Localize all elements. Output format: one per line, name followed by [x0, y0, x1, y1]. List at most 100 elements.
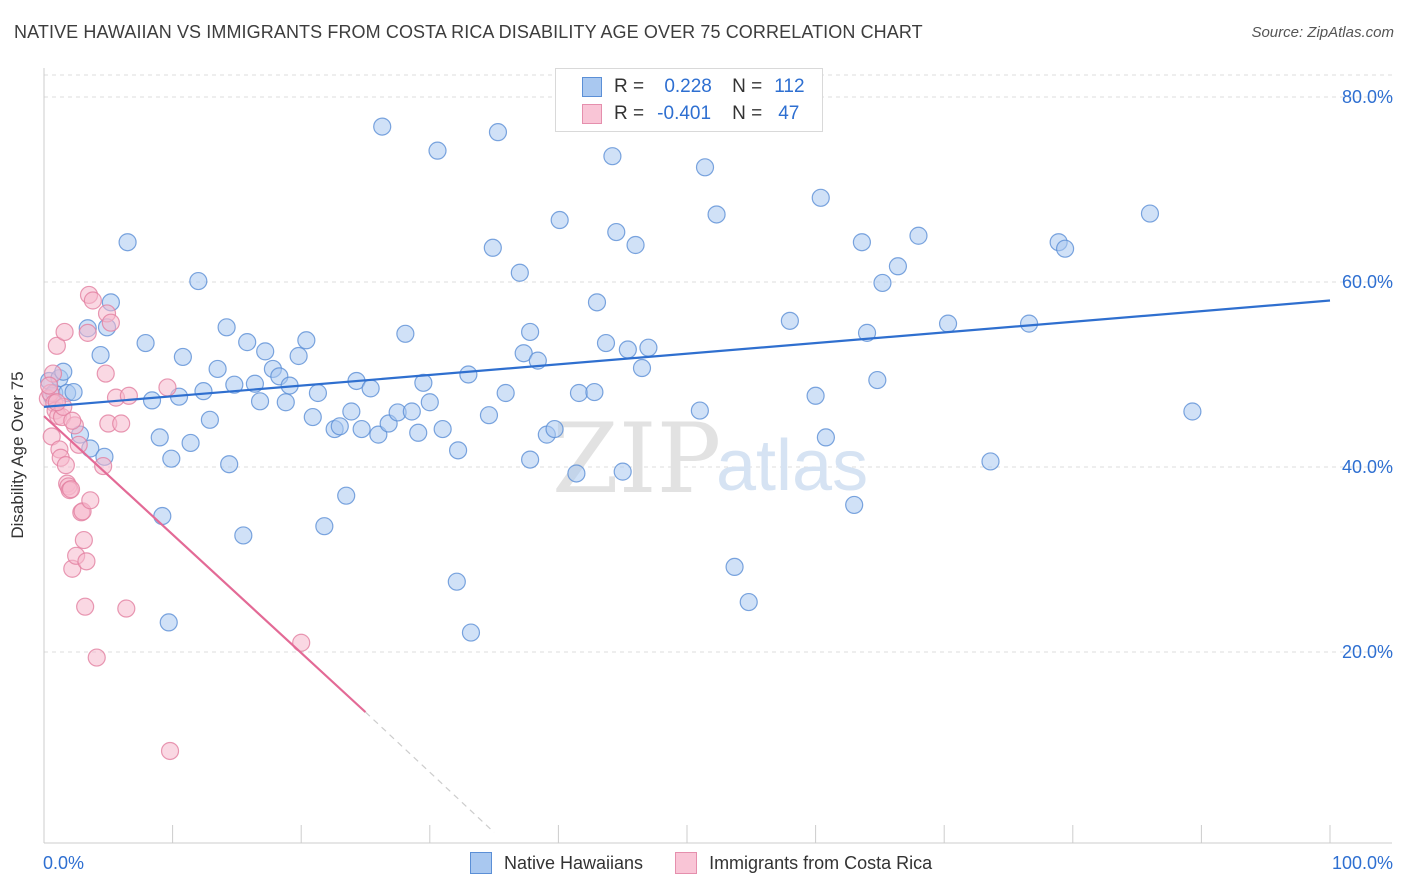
- data-point-native-hawaiian: [639, 338, 658, 357]
- data-point-native-hawaiian: [845, 495, 864, 515]
- legend-label: Immigrants from Costa Rica: [709, 852, 933, 873]
- data-point-native-hawaiian: [402, 402, 421, 421]
- data-point-native-hawaiian: [626, 235, 645, 255]
- data-point-native-hawaiian: [938, 314, 958, 333]
- data-point-native-hawaiian: [352, 419, 371, 439]
- data-point-native-hawaiian: [483, 238, 502, 257]
- data-point-native-hawaiian: [396, 324, 415, 343]
- data-point-native-hawaiian: [361, 379, 380, 398]
- legend-row-costa-rica: R = -0.401 N = 47: [582, 102, 799, 126]
- data-point-native-hawaiian: [806, 386, 825, 405]
- data-point-native-hawaiian: [414, 373, 433, 392]
- data-point-costa-rica: [292, 633, 311, 652]
- data-point-native-hawaiian: [488, 123, 508, 142]
- data-point-native-hawaiian: [479, 406, 499, 425]
- pink-swatch: [675, 852, 698, 874]
- data-point-costa-rica: [78, 323, 97, 342]
- data-point-costa-rica: [76, 597, 95, 616]
- data-point-costa-rica: [47, 336, 66, 355]
- data-point-native-hawaiian: [173, 347, 192, 367]
- x-tick-labels: 0.0% 100.0%: [43, 853, 1393, 873]
- data-point-native-hawaiian: [297, 331, 316, 350]
- data-point-native-hawaiian: [448, 441, 468, 460]
- data-point-native-hawaiian: [220, 455, 239, 474]
- blue-swatch: [470, 852, 492, 874]
- n-value: 112: [774, 76, 805, 97]
- data-point-costa-rica: [101, 313, 120, 332]
- data-point-native-hawaiian: [194, 382, 213, 401]
- data-point-native-hawaiian: [1055, 239, 1075, 258]
- trend-line-costa-rica-extension: [365, 711, 495, 833]
- data-point-costa-rica: [117, 599, 136, 618]
- r-value: 0.228: [664, 76, 712, 97]
- data-point-native-hawaiian: [567, 464, 586, 483]
- data-point-native-hawaiian: [308, 383, 328, 403]
- data-point-native-hawaiian: [153, 506, 172, 526]
- data-point-native-hawaiian: [118, 233, 137, 252]
- data-point-native-hawaiian: [461, 623, 481, 642]
- data-point-native-hawaiian: [409, 423, 428, 442]
- data-point-native-hawaiian: [780, 311, 799, 330]
- pink-swatch: [582, 104, 602, 124]
- n-value: 47: [778, 103, 800, 124]
- y-tick-labels: 20.0% 40.0% 60.0% 80.0%: [1342, 87, 1393, 662]
- data-point-native-hawaiian: [1019, 314, 1039, 333]
- y-tick-label: 80.0%: [1342, 87, 1393, 107]
- data-point-native-hawaiian: [159, 613, 178, 632]
- data-point-costa-rica: [61, 480, 81, 499]
- data-point-native-hawaiian: [569, 383, 589, 403]
- data-point-native-hawaiian: [276, 393, 295, 412]
- data-point-native-hawaiian: [142, 391, 162, 410]
- data-point-native-hawaiian: [510, 263, 529, 282]
- data-point-native-hawaiian: [725, 557, 744, 577]
- trend-lines: [43, 299, 1331, 833]
- gridlines: [44, 74, 1392, 653]
- data-point-native-hawaiian: [981, 452, 1000, 471]
- data-point-native-hawaiian: [420, 393, 439, 412]
- data-point-native-hawaiian: [596, 333, 616, 353]
- legend-label: Native Hawaiians: [504, 852, 644, 873]
- data-point-costa-rica: [69, 435, 88, 454]
- data-point-native-hawaiian: [868, 370, 887, 390]
- legend-item-native-hawaiians: Native Hawaiians: [470, 852, 643, 874]
- y-tick-label: 20.0%: [1342, 642, 1393, 662]
- data-point-native-hawaiian: [852, 233, 871, 252]
- data-point-native-hawaiian: [330, 417, 349, 436]
- data-point-native-hawaiian: [238, 333, 257, 352]
- trend-line-native-hawaiian: [43, 299, 1331, 408]
- data-point-native-hawaiian: [289, 346, 308, 366]
- data-point-native-hawaiian: [603, 147, 622, 166]
- data-point-costa-rica: [47, 393, 66, 412]
- r-label: R =: [614, 103, 645, 124]
- data-point-native-hawaiian: [447, 572, 466, 591]
- blue-points: [40, 117, 1202, 642]
- watermark-zip: ZIP: [552, 403, 721, 515]
- data-point-native-hawaiian: [690, 401, 709, 420]
- data-point-native-hawaiian: [695, 158, 715, 177]
- data-point-native-hawaiian: [91, 345, 110, 365]
- data-point-costa-rica: [55, 322, 74, 342]
- series-legend: Native Hawaiians Immigrants from Costa R…: [470, 852, 964, 874]
- y-tick-label: 60.0%: [1342, 272, 1393, 292]
- legend-item-costa-rica: Immigrants from Costa Rica: [675, 852, 932, 874]
- data-point-native-hawaiian: [64, 382, 83, 402]
- y-tick-label: 40.0%: [1342, 457, 1393, 477]
- chart-title: NATIVE HAWAIIAN VS IMMIGRANTS FROM COSTA…: [14, 22, 923, 42]
- data-point-native-hawaiian: [613, 462, 632, 481]
- data-point-native-hawaiian: [607, 222, 626, 242]
- data-point-native-hawaiian: [217, 318, 236, 337]
- data-point-native-hawaiian: [514, 344, 533, 363]
- stats-legend: R = 0.228 N = 112 R = -0.401 N = 47: [555, 68, 823, 132]
- data-point-native-hawaiian: [234, 526, 253, 545]
- chart-source: Source: ZipAtlas.com: [1251, 24, 1394, 41]
- y-axis-label: Disability Age Over 75: [8, 371, 27, 539]
- data-point-native-hawaiian: [873, 273, 892, 293]
- data-point-native-hawaiian: [632, 358, 652, 378]
- data-point-costa-rica: [87, 648, 106, 667]
- data-point-native-hawaiian: [816, 428, 835, 447]
- data-point-native-hawaiian: [315, 517, 334, 536]
- data-point-native-hawaiian: [303, 407, 322, 427]
- r-value: -0.401: [657, 103, 712, 124]
- data-point-costa-rica: [119, 386, 138, 405]
